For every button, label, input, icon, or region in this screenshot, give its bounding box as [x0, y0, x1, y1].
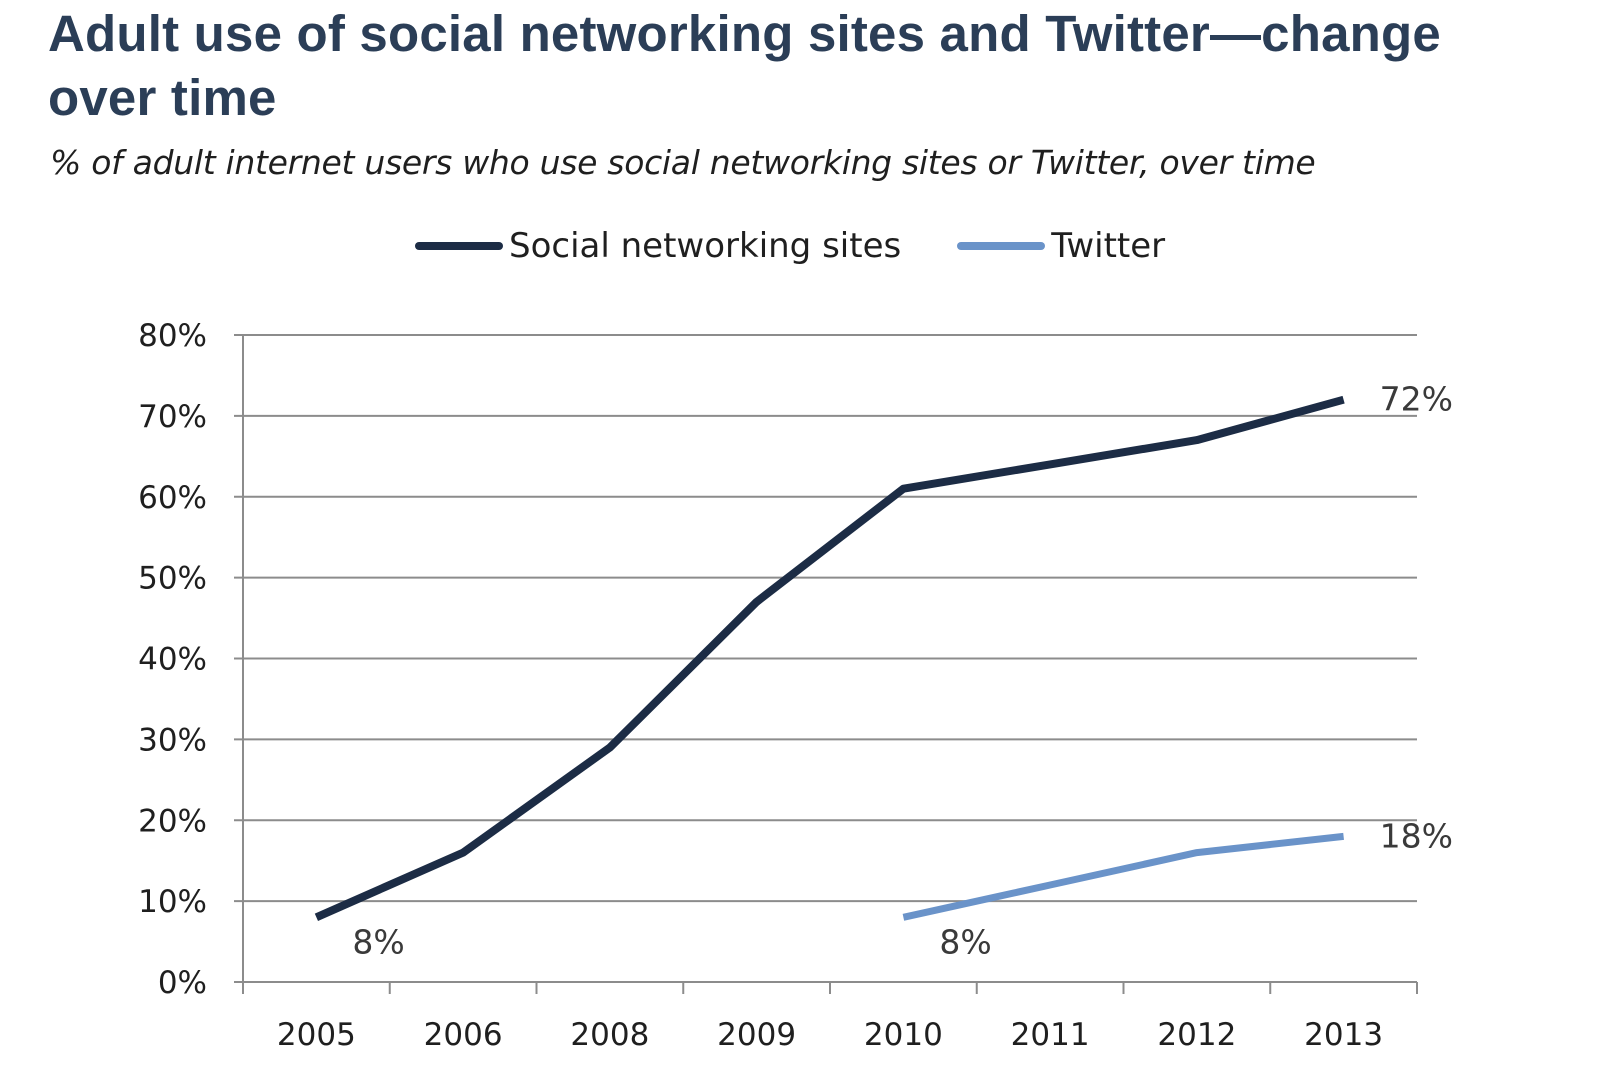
x-tick-label-2009: 2009 [717, 1017, 796, 1053]
x-tick-label-2012: 2012 [1157, 1017, 1236, 1053]
chart-legend: Social networking sites Twitter [415, 226, 1221, 266]
legend-item-social-networking: Social networking sites [415, 226, 901, 266]
x-tick-label-2005: 2005 [277, 1017, 356, 1053]
y-tick-label-60: 60% [138, 480, 207, 516]
x-tick-label-2011: 2011 [1011, 1017, 1090, 1053]
data-label-social-2013: 72% [1380, 380, 1453, 419]
legend-label-twitter: Twitter [1051, 226, 1166, 266]
y-tick-label-30: 30% [138, 722, 207, 758]
data-label-social-2005: 8% [352, 922, 404, 961]
gridlines [243, 334, 1417, 903]
y-tick-label-10: 10% [138, 884, 207, 920]
x-tick-label-2013: 2013 [1304, 1017, 1383, 1053]
legend-label-social-networking: Social networking sites [509, 226, 902, 266]
x-tick-label-2010: 2010 [864, 1017, 943, 1053]
data-label-twitter-2013: 18% [1380, 816, 1453, 855]
data-labels: 8% 72% 8% 18% [352, 380, 1453, 962]
chart-subtitle: % of adult internet users who use social… [50, 143, 1316, 182]
y-tick-label-50: 50% [138, 561, 207, 597]
y-tick-label-70: 70% [138, 399, 207, 435]
series-line-social-networking-sites [314, 395, 1345, 921]
legend-swatch-twitter [957, 242, 1046, 250]
x-tick-label-2006: 2006 [424, 1017, 503, 1053]
y-tick-label-80: 80% [138, 318, 207, 354]
legend-item-twitter: Twitter [957, 226, 1165, 266]
y-tick-label-0: 0% [158, 965, 207, 1001]
y-tick-label-40: 40% [138, 642, 207, 678]
axes: 0% 10% 20% 30% 40% 50% 60% 70% 80% 2005 2006 2008 20… [138, 318, 1418, 1053]
series-lines [314, 395, 1345, 921]
x-tick-label-2008: 2008 [570, 1017, 649, 1053]
series-line-twitter [902, 832, 1344, 921]
chart-title: Adult use of social networking sites and… [48, 5, 1441, 126]
data-label-twitter-2010: 8% [939, 922, 991, 961]
y-tick-label-20: 20% [138, 803, 207, 839]
legend-swatch-social-networking [415, 242, 503, 250]
